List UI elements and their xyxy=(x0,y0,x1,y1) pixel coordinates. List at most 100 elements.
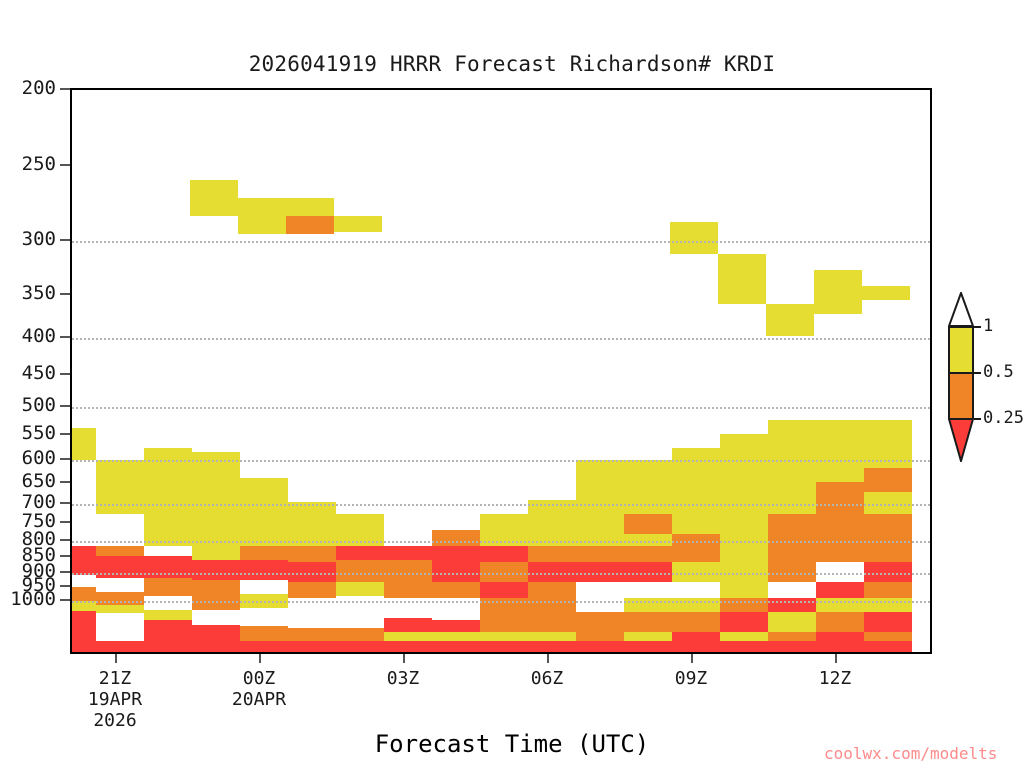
heatmap-cell xyxy=(72,587,96,601)
heatmap-cell xyxy=(192,580,240,596)
heatmap-cell xyxy=(624,598,672,612)
heatmap-cell xyxy=(240,546,288,560)
heatmap-cell xyxy=(864,612,912,632)
heatmap-cell xyxy=(144,620,192,641)
y-axis-tick-label: 550 xyxy=(21,422,56,444)
heatmap-cell xyxy=(286,198,334,216)
x-axis-tick-label: 09Z xyxy=(675,668,708,689)
heatmap-cells xyxy=(72,90,930,652)
y-axis-tick xyxy=(60,521,70,523)
y-axis-tick xyxy=(60,405,70,407)
y-axis-tick xyxy=(60,293,70,295)
heatmap-cell xyxy=(72,601,96,611)
heatmap-cell xyxy=(864,420,912,468)
heatmap-cell xyxy=(432,632,480,641)
watermark: coolwx.com/modelts xyxy=(824,744,998,763)
colorbar-band xyxy=(948,372,974,418)
heatmap-cell xyxy=(336,546,384,560)
y-axis-tick-label: 250 xyxy=(21,153,56,175)
y-axis-tick-label: 600 xyxy=(21,447,56,469)
x-axis-title: Forecast Time (UTC) xyxy=(374,730,650,758)
heatmap-cell xyxy=(720,612,768,632)
heatmap-cell xyxy=(720,632,768,641)
heatmap-cell xyxy=(864,641,912,652)
heatmap-cell xyxy=(480,546,528,562)
heatmap-cell xyxy=(96,605,144,613)
heatmap-cell xyxy=(72,575,96,587)
heatmap-cell xyxy=(336,614,384,628)
heatmap-cell xyxy=(72,428,96,460)
heatmap-cell xyxy=(480,562,528,582)
heatmap-cell xyxy=(768,641,816,652)
y-axis-tick-label: 200 xyxy=(21,77,56,99)
colorbar-tick-label: 1 xyxy=(983,316,994,336)
heatmap-cell xyxy=(192,625,240,641)
y-axis-tick xyxy=(60,239,70,241)
heatmap-cell xyxy=(862,286,910,300)
heatmap-cell xyxy=(576,612,624,632)
heatmap-cell xyxy=(144,556,192,578)
x-axis: 21Z 19APR 2026 00Z 20APR 03Z 06Z 09Z 12Z xyxy=(70,654,932,754)
heatmap-cell xyxy=(816,641,864,652)
heatmap-cell xyxy=(768,514,816,534)
y-axis-tick-label: 700 xyxy=(21,491,56,513)
heatmap-cell xyxy=(192,610,240,625)
heatmap-cell xyxy=(240,641,288,652)
heatmap-cell xyxy=(334,216,382,232)
heatmap-cell xyxy=(864,468,912,492)
x-axis-tick xyxy=(115,654,117,663)
x-axis-label-line: 20APR xyxy=(231,689,287,710)
heatmap-cell xyxy=(576,582,624,598)
heatmap-cell xyxy=(768,632,816,641)
x-axis-tick-label: 12Z xyxy=(819,668,852,689)
heatmap-cell xyxy=(96,592,144,605)
y-axis-tick xyxy=(60,571,70,573)
heatmap-cell xyxy=(336,628,384,641)
heatmap-cell xyxy=(240,594,288,608)
heatmap-cell xyxy=(720,546,768,562)
heatmap-cell xyxy=(384,618,432,632)
x-axis-label-line: 19APR xyxy=(87,689,143,710)
heatmap-cell xyxy=(238,198,286,234)
heatmap-cell xyxy=(96,546,144,556)
x-axis-label-line: 12Z xyxy=(818,668,852,689)
heatmap-cell xyxy=(192,514,240,560)
heatmap-cell xyxy=(624,632,672,641)
heatmap-cell xyxy=(576,632,624,641)
heatmap-cell xyxy=(432,530,480,546)
chart-title: 2026041919 HRRR Forecast Richardson# KRD… xyxy=(248,52,776,76)
heatmap-cell xyxy=(864,582,912,598)
x-axis-label-line: 21Z xyxy=(98,668,132,689)
heatmap-cell xyxy=(624,641,672,652)
heatmap-cell xyxy=(240,608,288,626)
heatmap-cell xyxy=(720,582,768,598)
heatmap-cell xyxy=(576,641,624,652)
heatmap-cell xyxy=(192,560,240,580)
y-axis-tick xyxy=(60,481,70,483)
heatmap-cell xyxy=(288,641,336,652)
colorbar-bottom-arrow xyxy=(947,418,975,465)
heatmap-cell xyxy=(288,628,336,641)
heatmap-cell xyxy=(576,460,624,514)
heatmap-cell xyxy=(816,612,864,632)
heatmap-cell xyxy=(576,546,624,562)
heatmap-cell xyxy=(384,546,432,560)
y-axis-tick-label: 450 xyxy=(21,362,56,384)
heatmap-cell xyxy=(672,514,720,534)
heatmap-cell xyxy=(432,582,480,598)
heatmap-cell xyxy=(72,611,96,641)
heatmap-cell xyxy=(672,534,720,546)
y-axis-tick-label: 300 xyxy=(21,228,56,250)
heatmap-cell xyxy=(384,560,432,582)
heatmap-cell xyxy=(288,582,336,598)
heatmap-cell xyxy=(814,270,862,314)
heatmap-cell xyxy=(288,562,336,582)
y-axis-tick-label: 850 xyxy=(21,544,56,566)
heatmap-cell xyxy=(144,578,192,596)
x-axis-tick xyxy=(835,654,837,663)
y-axis-tick-label: 800 xyxy=(21,528,56,550)
heatmap-cell xyxy=(480,582,528,598)
heatmap-cell xyxy=(816,632,864,641)
heatmap-cell xyxy=(576,562,624,582)
heatmap-cell xyxy=(720,641,768,652)
